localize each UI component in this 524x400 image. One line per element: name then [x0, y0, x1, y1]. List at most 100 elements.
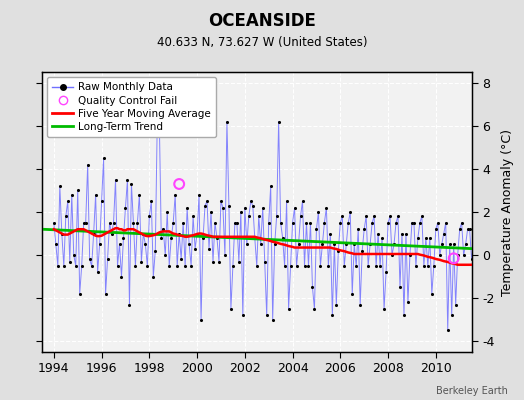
Point [143, 263, 151, 269]
Point [247, 198, 255, 204]
Point [388, 252, 396, 258]
Point [73, 187, 82, 194]
Point [465, 226, 474, 232]
Point [413, 235, 422, 241]
Point [231, 220, 239, 226]
Point [250, 235, 259, 241]
Point [117, 274, 126, 280]
Point [428, 291, 436, 297]
Point [75, 291, 84, 297]
Point [294, 241, 303, 248]
Point [110, 220, 118, 226]
Point [418, 213, 426, 220]
Point [159, 226, 168, 232]
Point [141, 241, 149, 248]
Point [185, 241, 193, 248]
Point [248, 202, 257, 209]
Point [280, 263, 289, 269]
Point [392, 220, 400, 226]
Point [90, 230, 98, 237]
Point [316, 263, 324, 269]
Point [83, 162, 92, 168]
Point [438, 241, 446, 248]
Point [308, 284, 316, 290]
Point [450, 241, 458, 248]
Point [189, 213, 198, 220]
Point [147, 198, 156, 204]
Point [260, 258, 269, 265]
Point [66, 258, 74, 265]
Point [352, 263, 361, 269]
Point [354, 226, 363, 232]
Point [258, 204, 267, 211]
Point [288, 220, 297, 226]
Point [111, 176, 119, 183]
Point [463, 226, 472, 232]
Point [121, 204, 129, 211]
Point [340, 263, 348, 269]
Point [80, 220, 88, 226]
Point [133, 220, 141, 226]
Point [396, 284, 404, 290]
Point [72, 263, 80, 269]
Text: Berkeley Earth: Berkeley Earth [436, 386, 508, 396]
Point [332, 302, 341, 308]
Point [386, 213, 394, 220]
Point [135, 192, 144, 198]
Point [137, 258, 146, 265]
Point [193, 230, 201, 237]
Point [105, 220, 114, 226]
Point [406, 252, 414, 258]
Point [95, 241, 104, 248]
Point [139, 230, 148, 237]
Point [243, 241, 251, 248]
Point [368, 220, 376, 226]
Point [100, 155, 108, 161]
Point [416, 220, 424, 226]
Point [440, 230, 448, 237]
Point [153, 116, 161, 122]
Point [292, 263, 301, 269]
Point [467, 256, 476, 262]
Point [462, 241, 470, 248]
Point [402, 230, 410, 237]
Point [384, 220, 392, 226]
Point [452, 302, 460, 308]
Point [129, 220, 138, 226]
Point [228, 263, 237, 269]
Point [358, 248, 366, 254]
Point [115, 241, 124, 248]
Point [390, 241, 398, 248]
Point [267, 183, 275, 189]
Point [408, 220, 416, 226]
Point [145, 213, 154, 220]
Point [179, 220, 188, 226]
Point [310, 306, 319, 312]
Point [227, 306, 235, 312]
Point [278, 235, 287, 241]
Point [223, 118, 231, 125]
Text: 40.633 N, 73.627 W (United States): 40.633 N, 73.627 W (United States) [157, 36, 367, 49]
Point [225, 202, 233, 209]
Point [157, 235, 166, 241]
Point [442, 220, 450, 226]
Point [175, 181, 183, 187]
Point [191, 246, 199, 252]
Point [322, 204, 331, 211]
Point [420, 263, 428, 269]
Point [237, 209, 245, 215]
Point [360, 226, 368, 232]
Point [394, 213, 402, 220]
Point [336, 220, 344, 226]
Point [450, 255, 458, 262]
Point [348, 291, 356, 297]
Point [460, 252, 468, 258]
Point [169, 220, 178, 226]
Point [123, 176, 132, 183]
Point [344, 220, 353, 226]
Point [297, 213, 305, 220]
Point [183, 204, 191, 211]
Point [443, 327, 452, 334]
Point [113, 263, 122, 269]
Point [346, 209, 354, 215]
